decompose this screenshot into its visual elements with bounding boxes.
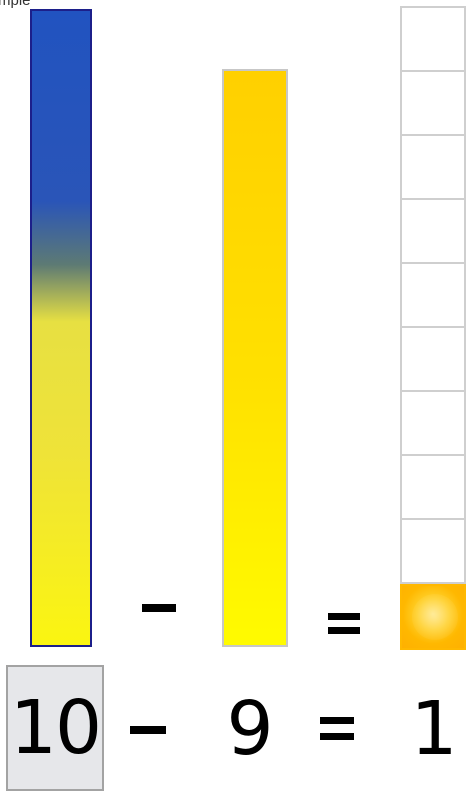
minuend-number: 10 — [9, 685, 102, 771]
upper-minus-sign — [142, 604, 176, 612]
grid-cell — [402, 200, 464, 264]
subtrahend-number: 9 — [226, 686, 273, 772]
corner-label: mple — [0, 0, 31, 9]
grid-cell — [402, 456, 464, 520]
equals-line-bottom — [320, 733, 354, 740]
upper-equals-sign — [328, 613, 360, 634]
grid-cell — [402, 72, 464, 136]
equals-line-top — [320, 717, 354, 724]
unit-tile[interactable] — [400, 584, 466, 650]
result-number: 1 — [410, 686, 457, 772]
subtrahend-bar[interactable] — [222, 69, 288, 647]
equals-line-bottom — [328, 627, 360, 634]
result-grid — [400, 6, 466, 650]
minuend-bar[interactable] — [30, 9, 92, 647]
grid-cell — [402, 392, 464, 456]
grid-cell — [402, 328, 464, 392]
subtrahend-slot: 9 — [214, 684, 284, 774]
minuend-box[interactable]: 10 — [6, 665, 104, 791]
grid-cell — [402, 8, 464, 72]
equals-line-top — [328, 613, 360, 620]
result-slot: 1 — [398, 684, 467, 774]
lower-minus-sign — [130, 726, 166, 734]
grid-cell — [402, 264, 464, 328]
grid-cell — [402, 136, 464, 200]
grid-cell — [402, 520, 464, 584]
lower-equals-sign — [320, 717, 354, 741]
